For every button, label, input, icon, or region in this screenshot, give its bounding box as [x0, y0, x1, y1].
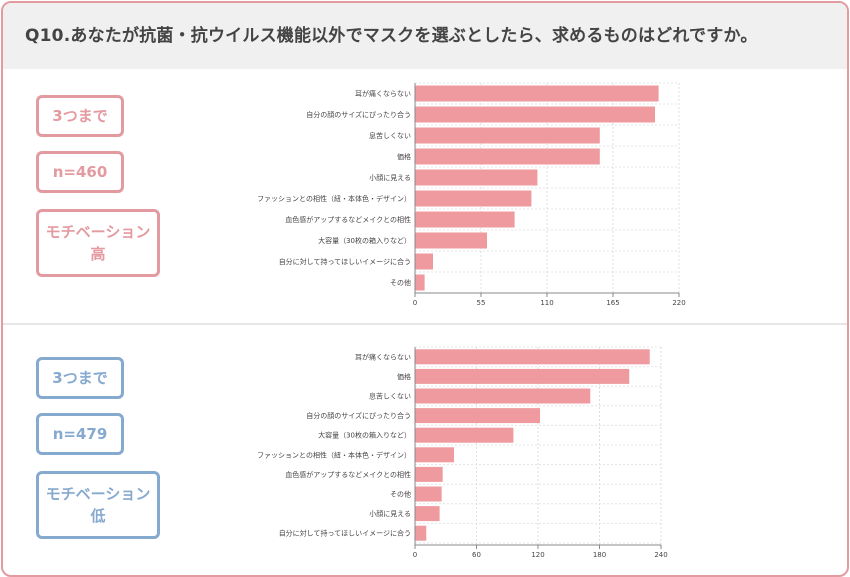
- bar: [415, 525, 427, 541]
- motivation-level: 低: [90, 507, 106, 525]
- category-label: 血色感がアップするなどメイクとの相性: [285, 215, 411, 224]
- bar: [415, 232, 487, 249]
- x-tick-label: 0: [413, 551, 417, 559]
- x-tick-label: 0: [413, 299, 417, 307]
- x-tick-label: 110: [540, 299, 553, 307]
- category-label: 小顔に見える: [369, 509, 411, 518]
- x-tick-label: 60: [472, 551, 481, 559]
- category-label: ファッションとの相性（紐・本体色・デザイン）: [257, 450, 411, 459]
- category-label: ファッションとの相性（紐・本体色・デザイン）: [257, 194, 411, 203]
- bar: [415, 349, 650, 365]
- category-label: 自分の顔のサイズにぴったり合う: [306, 411, 411, 420]
- bar: [415, 190, 532, 207]
- section-divider: [3, 323, 847, 325]
- category-label: 血色感がアップするなどメイクとの相性: [285, 470, 411, 479]
- category-label: 価格: [397, 152, 411, 161]
- category-label: その他: [390, 490, 411, 499]
- bar: [415, 106, 655, 123]
- bar: [415, 368, 630, 384]
- category-label: 大容量（30枚の箱入りなど）: [318, 431, 411, 440]
- bar: [415, 506, 440, 522]
- motivation-badge-low: モチベーション 低: [36, 471, 160, 539]
- bar: [415, 148, 600, 165]
- category-label: 自分の顔のサイズにぴったり合う: [306, 110, 411, 119]
- x-tick-label: 240: [654, 551, 667, 559]
- motivation-level: 高: [90, 245, 106, 263]
- category-label: その他: [390, 278, 411, 287]
- bar-chart-high: 耳が痛くならない自分の顔のサイズにぴったり合う息苦しくない価格小顔に見えるファッ…: [257, 82, 686, 307]
- header: Q10.あなたが抗菌・抗ウイルス機能以外でマスクを選ぶとしたら、求めるものはどれ…: [3, 3, 847, 69]
- sample-size-badge-high: n=460: [36, 151, 124, 193]
- x-tick-label: 180: [593, 551, 606, 559]
- motivation-badge-high: モチベーション 高: [36, 209, 160, 277]
- bar-chart-low: 耳が痛くならない価格息苦しくない自分の顔のサイズにぴったり合う大容量（30枚の箱…: [257, 346, 668, 559]
- bar: [415, 447, 454, 463]
- bar: [415, 85, 659, 102]
- category-label: 自分に対して持ってほしいイメージに合う: [279, 529, 411, 538]
- category-label: 息苦しくない: [369, 392, 411, 401]
- x-tick-label: 120: [531, 551, 544, 559]
- bar: [415, 253, 433, 270]
- category-label: 耳が痛くならない: [355, 89, 411, 98]
- x-tick-label: 55: [477, 299, 486, 307]
- category-label: 価格: [397, 372, 411, 381]
- category-label: 自分に対して持ってほしいイメージに合う: [279, 257, 411, 266]
- sample-size-badge-low: n=479: [36, 413, 124, 455]
- page-title: Q10.あなたが抗菌・抗ウイルス機能以外でマスクを選ぶとしたら、求めるものはどれ…: [25, 26, 758, 46]
- bar: [415, 486, 442, 502]
- category-label: 耳が痛くならない: [355, 352, 411, 361]
- category-label: 大容量（30枚の箱入りなど）: [318, 236, 411, 245]
- limit-badge-high: 3つまで: [36, 95, 124, 137]
- motivation-label: モチベーション: [45, 485, 151, 503]
- x-tick-label: 165: [606, 299, 619, 307]
- bar: [415, 274, 425, 291]
- bar: [415, 169, 538, 186]
- motivation-label: モチベーション: [45, 223, 151, 241]
- bar: [415, 427, 514, 443]
- bar: [415, 408, 541, 424]
- category-label: 息苦しくない: [369, 131, 411, 140]
- category-label: 小顔に見える: [369, 173, 411, 182]
- bar: [415, 466, 443, 482]
- bar: [415, 211, 515, 228]
- bar: [415, 127, 600, 144]
- limit-badge-low: 3つまで: [36, 357, 124, 399]
- bar: [415, 388, 591, 404]
- x-tick-label: 220: [672, 299, 685, 307]
